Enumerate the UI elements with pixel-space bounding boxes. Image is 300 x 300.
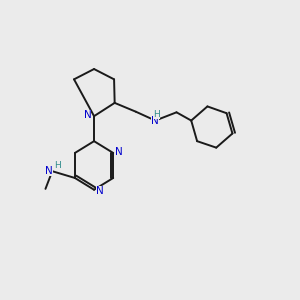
Text: N: N [152,116,159,126]
Text: H: H [153,110,160,118]
Text: N: N [45,166,52,176]
Text: N: N [96,186,104,196]
Text: H: H [54,161,61,170]
Text: N: N [115,147,123,157]
Text: N: N [84,110,92,120]
